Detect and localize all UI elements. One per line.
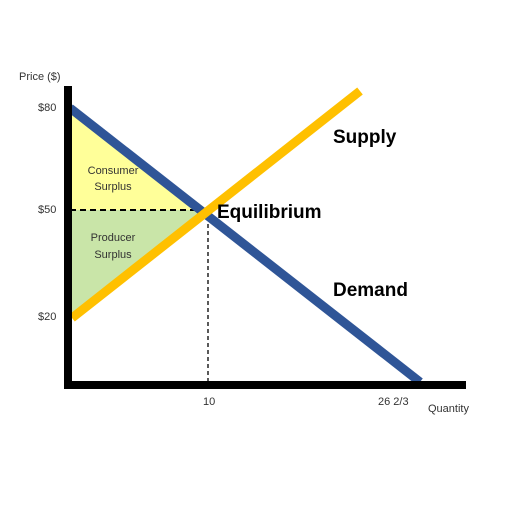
x-axis-label: Quantity xyxy=(428,403,469,415)
x-tick-label: 10 xyxy=(203,396,215,408)
supply-curve xyxy=(69,87,363,322)
producer-surplus-label: Surplus xyxy=(94,249,132,261)
demand-curve xyxy=(67,104,423,386)
y-tick-label: $20 xyxy=(38,311,56,323)
y-tick-label: $50 xyxy=(38,204,56,216)
equilibrium-label: Equilibrium xyxy=(217,202,322,223)
y-axis-label: Price ($) xyxy=(19,71,61,83)
demand-label: Demand xyxy=(333,280,408,301)
supply-label: Supply xyxy=(333,127,397,148)
x-tick-label: 26 2/3 xyxy=(378,396,409,408)
consumer-surplus-label: Surplus xyxy=(94,181,132,193)
y-tick-label: $80 xyxy=(38,102,56,114)
consumer-surplus-label: Consumer xyxy=(88,165,139,177)
producer-surplus-label: Producer xyxy=(91,232,136,244)
